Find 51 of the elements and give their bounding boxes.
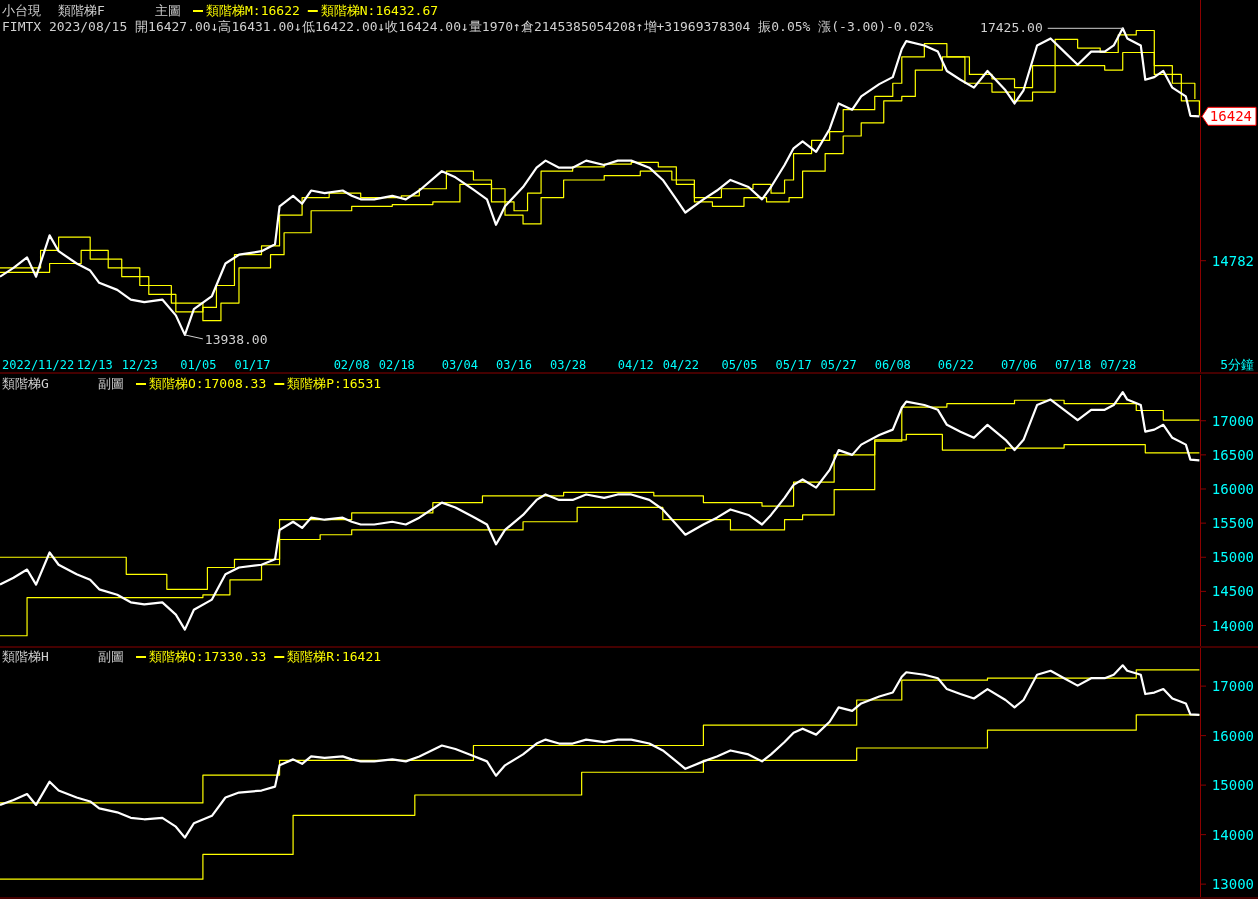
x-tick-label: 07/28 — [1100, 358, 1137, 372]
chart-subtitle: 主圖 — [155, 3, 181, 18]
x-tick-label: 07/06 — [1000, 358, 1038, 372]
x-tick-label: 12/13 — [76, 358, 113, 372]
y-tick-label: 14500 — [1211, 583, 1254, 600]
y-tick-label: 14782 — [1211, 252, 1254, 269]
x-tick-label: 12/23 — [121, 358, 158, 372]
y-tick-label: 16424 — [1209, 108, 1252, 125]
x-tick-label: 02/18 — [378, 358, 415, 372]
x-tick-label: 2022/11/22 — [2, 358, 75, 372]
x-tick-label: 03/04 — [441, 358, 478, 372]
x-tick-label: 03/28 — [550, 358, 587, 372]
x-tick-label: 05/27 — [820, 358, 857, 372]
x-tick-label: 05/05 — [721, 358, 758, 372]
legend-label: 類階梯O:17008.33 — [149, 376, 267, 391]
y-tick-label: 16500 — [1211, 446, 1254, 463]
x-tick-label: 07/18 — [1055, 358, 1092, 372]
x-tick-label: 03/16 — [495, 358, 533, 372]
legend-label: 類階梯Q:17330.33 — [149, 649, 267, 664]
chart-subtitle: 副圖 — [98, 376, 124, 391]
y-tick-label: 15000 — [1211, 549, 1254, 566]
x-tick-label: 06/22 — [937, 358, 974, 372]
legend-label: 類階梯P:16531 — [287, 376, 382, 391]
annotation: 17425.00 — [980, 20, 1043, 36]
y-tick-label: 15000 — [1211, 777, 1254, 794]
y-tick-label: 16000 — [1211, 481, 1254, 497]
x-tick-label: 06/08 — [874, 358, 911, 372]
x-tick-label: 04/22 — [662, 358, 699, 372]
y-tick-label: 14000 — [1211, 826, 1254, 843]
chart-title: 類階梯H — [2, 649, 49, 664]
legend-label: 類階梯M:16622 — [206, 3, 300, 18]
x-tick-label: 02/08 — [333, 358, 370, 372]
chart-title: 小台現 — [2, 3, 41, 18]
y-tick-label: 13000 — [1211, 876, 1254, 893]
annotation: 類階梯F — [58, 3, 105, 18]
x-tick-label: 05/17 — [775, 358, 812, 372]
annotation: FIMTX 2023/08/15 開16427.00↓高16431.00↓低16422.00↓收16424.00↓量1970↑倉2145385054208↑增+31969378304 振0.05% 漲(-3.00)-0.02% — [2, 19, 934, 34]
x-tick-label: 01/17 — [234, 358, 271, 372]
annotation: 13938.00 — [204, 331, 268, 347]
y-tick-label: 14000 — [1211, 617, 1254, 634]
x-tick-label: 04/12 — [617, 358, 654, 372]
legend-label: 類階梯R:16421 — [287, 649, 382, 664]
chart-title: 類階梯G — [2, 376, 49, 391]
y-tick-label: 15500 — [1211, 515, 1254, 532]
x-tick-label: 01/05 — [180, 358, 217, 372]
chart-subtitle: 副圖 — [98, 649, 124, 664]
y-tick-label: 17000 — [1211, 678, 1254, 695]
legend-label: 類階梯N:16432.67 — [320, 3, 439, 18]
y-tick-label: 16000 — [1211, 727, 1254, 744]
y-tick-label: 17000 — [1211, 412, 1254, 429]
x-axis-title: 5分鐘 — [1220, 357, 1254, 372]
